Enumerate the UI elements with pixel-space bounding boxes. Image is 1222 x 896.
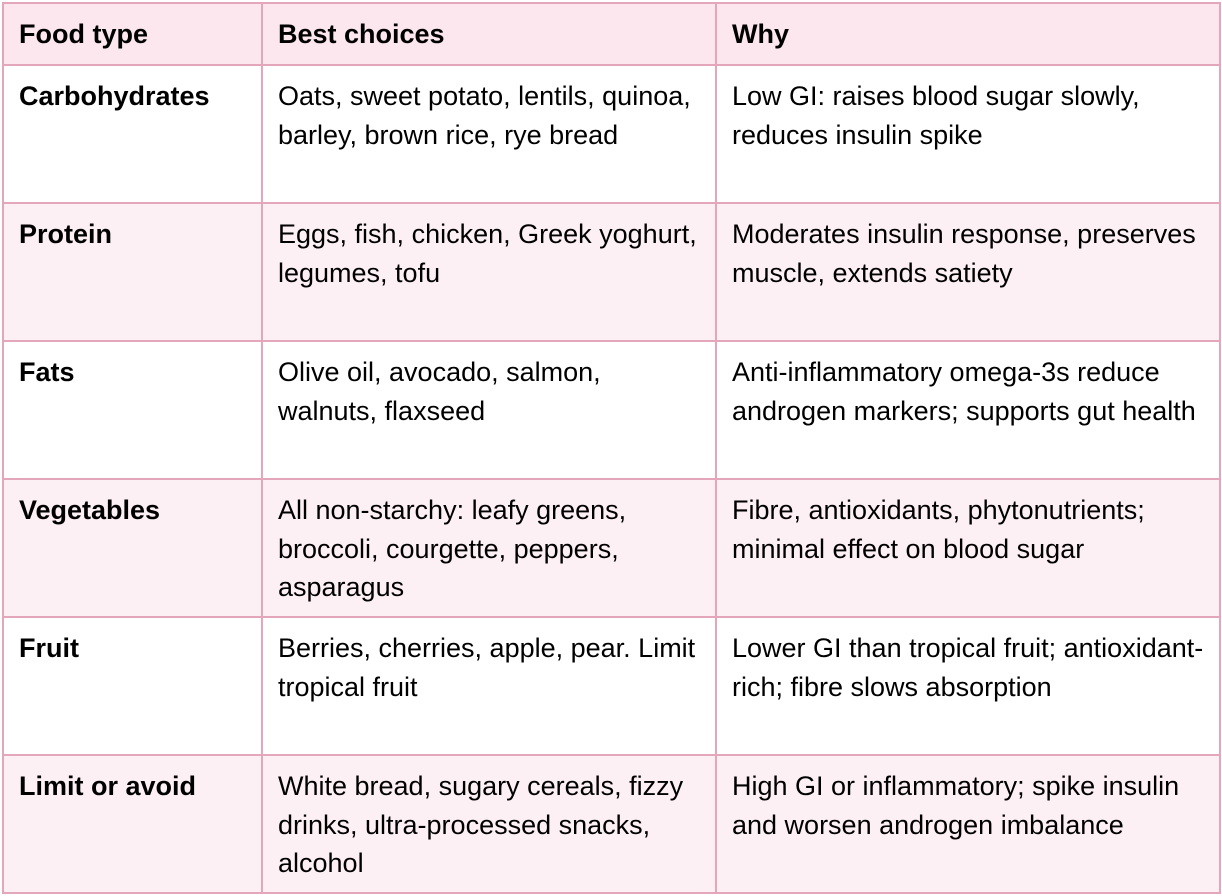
table-row: Vegetables All non-starchy: leafy greens… xyxy=(2,478,1221,618)
best-choices-cell: Eggs, fish, chicken, Greek yoghurt, legu… xyxy=(261,202,717,342)
why-cell: Lower GI than tropical fruit; antioxidan… xyxy=(715,616,1221,756)
best-choices-cell: Berries, cherries, apple, pear. Limit tr… xyxy=(261,616,717,756)
header-why: Why xyxy=(715,2,1221,66)
why-cell: Fibre, antioxidants, phytonutrients; min… xyxy=(715,478,1221,618)
why-cell: Anti-inflammatory omega-3s reduce androg… xyxy=(715,340,1221,480)
food-type-cell: Carbohydrates xyxy=(2,64,263,204)
best-choices-cell: White bread, sugary cereals, fizzy drink… xyxy=(261,754,717,894)
table-row: Fruit Berries, cherries, apple, pear. Li… xyxy=(2,616,1221,756)
header-food-type: Food type xyxy=(2,2,263,66)
food-type-cell: Fats xyxy=(2,340,263,480)
table-body: Carbohydrates Oats, sweet potato, lentil… xyxy=(2,64,1221,894)
header-best-choices: Best choices xyxy=(261,2,717,66)
table-row: Fats Olive oil, avocado, salmon, walnuts… xyxy=(2,340,1221,480)
best-choices-cell: Oats, sweet potato, lentils, quinoa, bar… xyxy=(261,64,717,204)
table-header: Food type Best choices Why xyxy=(2,2,1221,66)
why-cell: High GI or inflammatory; spike insulin a… xyxy=(715,754,1221,894)
table-row: Limit or avoid White bread, sugary cerea… xyxy=(2,754,1221,894)
food-type-cell: Limit or avoid xyxy=(2,754,263,894)
food-type-cell: Fruit xyxy=(2,616,263,756)
why-cell: Moderates insulin response, preserves mu… xyxy=(715,202,1221,342)
table-row: Carbohydrates Oats, sweet potato, lentil… xyxy=(2,64,1221,204)
why-cell: Low GI: raises blood sugar slowly, reduc… xyxy=(715,64,1221,204)
table-row: Protein Eggs, fish, chicken, Greek yoghu… xyxy=(2,202,1221,342)
best-choices-cell: All non-starchy: leafy greens, broccoli,… xyxy=(261,478,717,618)
food-type-cell: Protein xyxy=(2,202,263,342)
header-row: Food type Best choices Why xyxy=(2,2,1221,66)
best-choices-cell: Olive oil, avocado, salmon, walnuts, fla… xyxy=(261,340,717,480)
food-type-cell: Vegetables xyxy=(2,478,263,618)
